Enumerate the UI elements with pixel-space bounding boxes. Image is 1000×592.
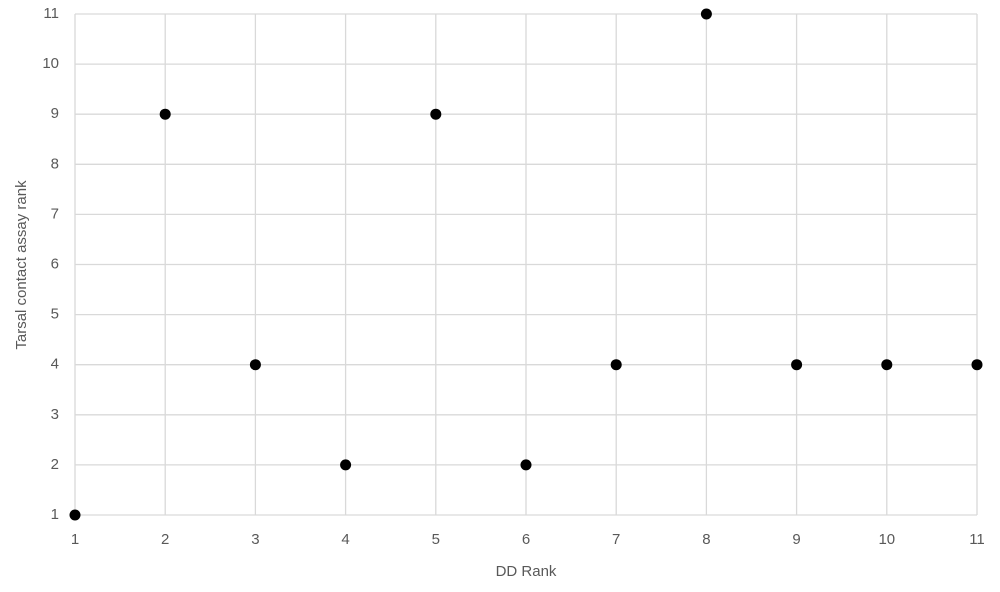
point <box>700 8 712 20</box>
x-tick-label: 10 <box>878 531 895 548</box>
y-tick-label: 9 <box>51 105 59 122</box>
x-tick-label: 7 <box>612 531 620 548</box>
y-tick-label: 7 <box>51 205 59 222</box>
y-tick-label: 11 <box>43 5 59 22</box>
y-tick-label: 2 <box>51 456 59 473</box>
point <box>610 359 622 371</box>
y-tick-label: 8 <box>51 155 59 172</box>
x-tick-label: 6 <box>522 531 530 548</box>
point <box>69 509 81 521</box>
point <box>159 108 171 120</box>
x-tick-label: 4 <box>341 531 349 548</box>
y-tick-label: 1 <box>51 506 59 523</box>
point <box>791 359 803 371</box>
x-tick-label: 3 <box>251 531 259 548</box>
x-tick-label: 9 <box>792 531 800 548</box>
point <box>249 359 261 371</box>
point <box>430 108 442 120</box>
y-tick-label: 4 <box>51 356 59 373</box>
y-axis-label: Tarsal contact assay rank <box>13 180 30 350</box>
x-tick-label: 1 <box>71 531 79 548</box>
y-tick-label: 6 <box>51 255 59 272</box>
y-tick-label: 5 <box>51 306 59 323</box>
point <box>340 459 352 471</box>
point <box>971 359 983 371</box>
x-tick-label: 11 <box>969 531 985 548</box>
point <box>520 459 532 471</box>
x-tick-label: 2 <box>161 531 169 548</box>
point <box>881 359 893 371</box>
y-tick-label: 3 <box>51 406 59 423</box>
x-tick-label: 8 <box>702 531 710 548</box>
x-axis-label: DD Rank <box>496 563 557 580</box>
y-tick-label: 10 <box>42 55 59 72</box>
x-tick-label: 5 <box>432 531 440 548</box>
